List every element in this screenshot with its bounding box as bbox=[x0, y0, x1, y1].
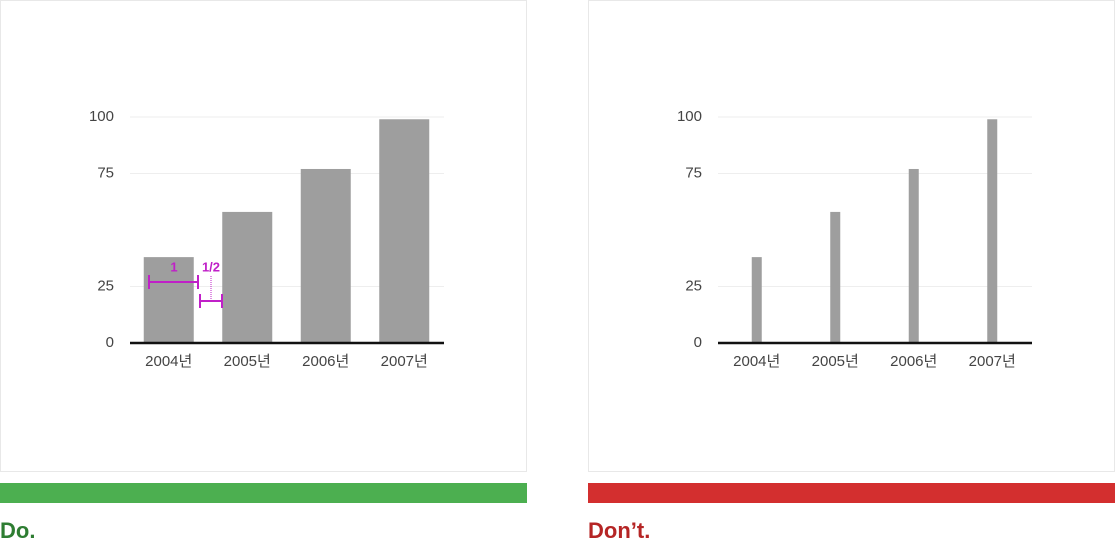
y-tick-label: 25 bbox=[685, 277, 702, 294]
bar bbox=[222, 211, 273, 343]
bar bbox=[143, 257, 194, 343]
bar bbox=[830, 211, 841, 343]
bar bbox=[987, 119, 998, 343]
y-tick-label: 100 bbox=[89, 108, 114, 125]
bar bbox=[379, 119, 430, 343]
status-stripe bbox=[588, 483, 1115, 503]
y-tick-label: 75 bbox=[685, 164, 702, 181]
x-tick-label: 2004년 bbox=[145, 353, 192, 370]
annotation: 1/2 bbox=[202, 259, 220, 274]
y-tick-label: 100 bbox=[677, 108, 702, 125]
status-stripe bbox=[0, 483, 527, 503]
chart-panel: Don’t. 0 25 75 100 2004년 2005년 2006년 2007년 bbox=[588, 0, 1115, 542]
y-tick-label: 0 bbox=[694, 334, 702, 351]
x-tick-label: 2007년 bbox=[381, 353, 428, 370]
y-tick-label: 75 bbox=[97, 164, 114, 181]
y-tick-label: 0 bbox=[106, 334, 114, 351]
annotation: 1 bbox=[170, 259, 177, 274]
bar bbox=[751, 257, 762, 343]
panel-frame bbox=[588, 0, 1115, 472]
bar bbox=[908, 168, 919, 343]
caption: Don’t. bbox=[588, 518, 650, 542]
x-tick-label: 2004년 bbox=[733, 353, 780, 370]
chart-panel: Do. 0 25 75 100 2004년 2005년 2006년 2007년 1 1/2 bbox=[0, 0, 527, 542]
caption: Do. bbox=[0, 518, 35, 542]
y-tick-label: 25 bbox=[97, 277, 114, 294]
x-tick-label: 2005년 bbox=[224, 353, 271, 370]
x-tick-label: 2006년 bbox=[890, 353, 937, 370]
x-tick-label: 2006년 bbox=[302, 353, 349, 370]
x-tick-label: 2005년 bbox=[812, 353, 859, 370]
x-tick-label: 2007년 bbox=[969, 353, 1016, 370]
bar bbox=[300, 168, 351, 343]
